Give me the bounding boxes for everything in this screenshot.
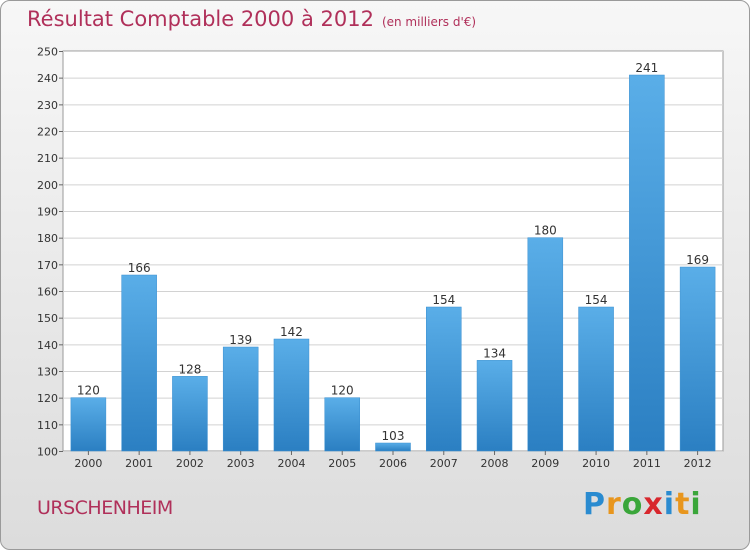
bar xyxy=(121,274,157,452)
data-label: 103 xyxy=(382,429,405,443)
x-tick-label: 2004 xyxy=(277,457,305,470)
bar xyxy=(426,306,462,452)
y-tick-label: 100 xyxy=(37,446,58,459)
bar xyxy=(70,397,107,452)
bar xyxy=(172,376,208,452)
x-tick-label: 2011 xyxy=(633,457,661,470)
y-tick-label: 180 xyxy=(37,232,58,245)
proxiti-logo: Proxiti xyxy=(583,487,702,522)
chart-title: Résultat Comptable 2000 à 2012 (en millie… xyxy=(27,7,476,31)
y-tick-label: 160 xyxy=(37,286,58,299)
y-tick-label: 190 xyxy=(37,206,58,219)
data-label: 120 xyxy=(331,384,354,398)
y-tick-label: 240 xyxy=(37,72,58,85)
bar xyxy=(375,442,411,452)
data-label: 120 xyxy=(77,384,100,398)
bar xyxy=(629,74,665,452)
x-tick-label: 2012 xyxy=(684,457,712,470)
y-tick-label: 230 xyxy=(37,99,58,112)
x-tick-label: 2007 xyxy=(430,457,458,470)
data-label: 154 xyxy=(585,293,608,307)
x-tick-label: 2006 xyxy=(379,457,407,470)
data-label: 180 xyxy=(534,224,557,238)
data-label: 134 xyxy=(483,346,506,360)
bar xyxy=(273,338,310,452)
y-tick-label: 250 xyxy=(37,46,58,59)
x-tick-label: 2002 xyxy=(176,457,204,470)
x-tick-label: 2003 xyxy=(227,457,255,470)
x-tick-label: 2005 xyxy=(328,457,356,470)
y-tick-label: 200 xyxy=(37,179,58,192)
data-label: 142 xyxy=(280,325,303,339)
y-tick-label: 210 xyxy=(37,152,58,165)
bar xyxy=(679,266,716,452)
x-tick-label: 2008 xyxy=(481,457,509,470)
x-tick-label: 2000 xyxy=(74,457,102,470)
bar xyxy=(222,346,259,452)
place-name: URSCHENHEIM xyxy=(37,497,173,519)
x-tick-label: 2001 xyxy=(125,457,153,470)
y-tick-label: 130 xyxy=(37,366,58,379)
x-tick-label: 2010 xyxy=(582,457,610,470)
bar xyxy=(527,237,564,452)
x-tick-label: 2009 xyxy=(531,457,559,470)
y-tick-label: 110 xyxy=(37,419,58,432)
bar xyxy=(476,360,513,452)
chart-title-text: Résultat Comptable 2000 à 2012 xyxy=(27,7,374,31)
y-tick-label: 120 xyxy=(37,392,58,405)
data-label: 128 xyxy=(178,362,201,376)
data-label: 154 xyxy=(432,293,455,307)
data-label: 139 xyxy=(229,333,252,347)
data-label: 241 xyxy=(635,61,658,75)
data-label: 166 xyxy=(128,261,151,275)
bar xyxy=(578,306,614,452)
data-label: 169 xyxy=(686,253,709,267)
y-tick-label: 150 xyxy=(37,312,58,325)
y-tick-label: 220 xyxy=(37,126,58,139)
bar xyxy=(324,397,360,452)
chart-subtitle: (en milliers d'€) xyxy=(381,15,477,29)
y-tick-label: 140 xyxy=(37,339,58,352)
y-tick-label: 170 xyxy=(37,259,58,272)
plot-area xyxy=(62,50,724,452)
